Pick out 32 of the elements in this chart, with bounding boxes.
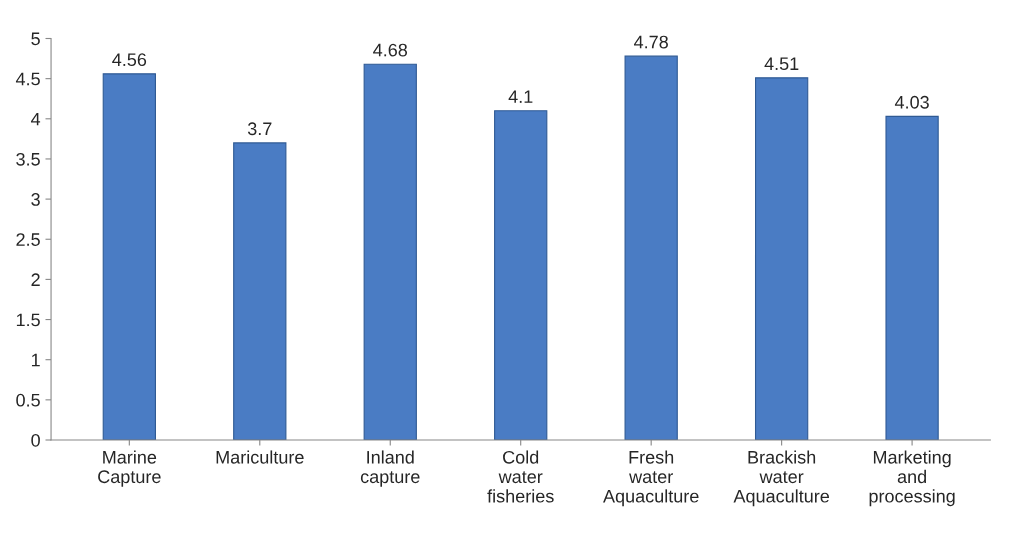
x-tick-label: Cold water fisheries <box>487 450 554 503</box>
y-tick-label: 1 <box>31 353 40 367</box>
y-tick-label: 3 <box>31 193 40 206</box>
bar <box>754 77 809 440</box>
y-tick-label: 3.5 <box>16 152 40 166</box>
y-tick-label: 2 <box>31 273 40 286</box>
x-tick-label: Marketing and processing <box>869 450 955 507</box>
data-label: 4.1 <box>508 90 533 103</box>
bar <box>233 142 287 440</box>
bar <box>624 55 678 440</box>
bar <box>494 110 548 440</box>
data-label: 4.51 <box>764 57 799 71</box>
y-tick-label: 2.5 <box>16 233 40 246</box>
bar <box>885 115 939 440</box>
bar <box>102 73 156 440</box>
x-tick-label: Fresh water Aquaculture <box>603 450 699 507</box>
x-tick-label: Marine Capture <box>98 450 161 487</box>
y-tick-label: 0 <box>31 433 40 447</box>
y-tick-label: 4.5 <box>15 72 40 86</box>
x-tick-label: Mariculture <box>216 450 304 464</box>
data-label: 4.78 <box>634 35 668 49</box>
y-tick-label: 1.5 <box>16 313 40 327</box>
x-tick-label: Brackish water Aquaculture <box>733 450 830 507</box>
y-tick-label: 5 <box>31 32 40 46</box>
bar <box>363 63 417 440</box>
data-label: 3.7 <box>247 122 272 136</box>
y-tick-label: 4 <box>31 112 41 126</box>
data-label: 4.03 <box>894 95 929 109</box>
data-label: 4.56 <box>112 53 147 67</box>
y-tick-label: 0.5 <box>16 393 40 407</box>
x-tick-label: Inland capture <box>360 450 420 487</box>
data-label: 4.68 <box>373 43 408 57</box>
